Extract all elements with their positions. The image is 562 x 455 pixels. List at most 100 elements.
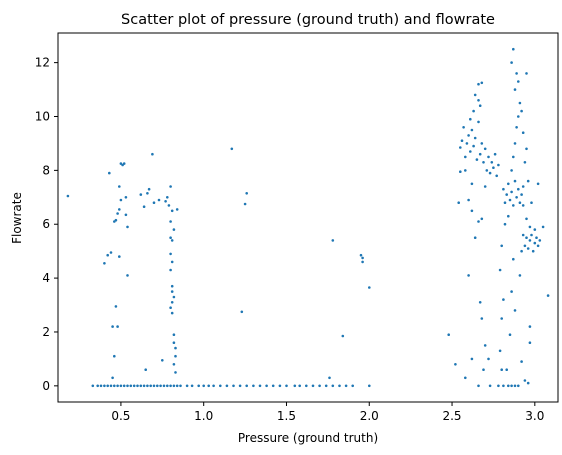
scatter-point bbox=[530, 201, 533, 204]
y-tick-label: 4 bbox=[42, 271, 50, 285]
scatter-point bbox=[497, 163, 500, 167]
scatter-point bbox=[278, 384, 282, 388]
scatter-point bbox=[487, 357, 490, 361]
scatter-point bbox=[240, 310, 244, 314]
scatter-point bbox=[162, 384, 166, 388]
scatter-point bbox=[525, 217, 528, 221]
scatter-point bbox=[460, 139, 464, 142]
x-tick-label: 2.0 bbox=[360, 409, 379, 423]
scatter-point bbox=[512, 47, 515, 51]
scatter-point bbox=[172, 228, 176, 231]
scatter-point bbox=[318, 384, 321, 388]
scatter-point bbox=[179, 384, 182, 388]
scatter-point bbox=[116, 325, 119, 328]
scatter-point bbox=[114, 218, 118, 222]
scatter-point bbox=[161, 359, 164, 362]
scatter-point bbox=[520, 360, 523, 363]
scatter-point bbox=[488, 384, 492, 388]
scatter-point bbox=[521, 131, 525, 134]
x-tick-label: 1.0 bbox=[194, 409, 213, 423]
plot-area: 0.5 1.0 1.5 2.0 2.5 3.0 0 2 4 6 8 10 12 bbox=[35, 47, 550, 423]
scatter-point bbox=[493, 152, 497, 156]
scatter-point bbox=[331, 384, 335, 388]
scatter-point bbox=[113, 384, 116, 388]
scatter-point bbox=[172, 384, 176, 388]
scatter-point bbox=[512, 155, 515, 159]
scatter-point bbox=[243, 202, 247, 206]
scatter-point bbox=[500, 244, 504, 248]
scatter-point bbox=[126, 384, 129, 388]
scatter-point bbox=[447, 333, 451, 337]
scatter-point bbox=[351, 384, 355, 388]
scatter-point bbox=[167, 204, 171, 207]
scatter-point bbox=[139, 384, 143, 388]
scatter-point bbox=[164, 200, 167, 203]
y-tick-label: 0 bbox=[42, 379, 50, 393]
scatter-point bbox=[477, 99, 480, 102]
scatter-point bbox=[500, 368, 504, 372]
scatter-point bbox=[106, 384, 109, 388]
scatter-point bbox=[483, 185, 487, 188]
scatter-point bbox=[525, 236, 528, 239]
scatter-point bbox=[103, 384, 106, 388]
y-tick-label: 6 bbox=[42, 217, 50, 231]
scatter-point bbox=[465, 142, 469, 145]
scatter-point bbox=[142, 205, 146, 208]
scatter-point bbox=[523, 161, 527, 164]
scatter-point bbox=[169, 236, 172, 239]
scatter-point bbox=[146, 384, 149, 388]
scatter-point bbox=[96, 384, 99, 388]
scatter-point bbox=[525, 147, 528, 151]
chart-title: Scatter plot of pressure (ground truth) … bbox=[121, 12, 495, 28]
scatter-point bbox=[232, 384, 235, 388]
scatter-point bbox=[482, 368, 485, 372]
scatter-point bbox=[341, 334, 345, 338]
scatter-point bbox=[488, 171, 492, 175]
scatter-point bbox=[526, 247, 530, 250]
scatter-point bbox=[361, 260, 364, 264]
scatter-point bbox=[298, 384, 302, 388]
scatter-point bbox=[66, 194, 70, 198]
y-tick-label: 12 bbox=[35, 56, 50, 70]
scatter-point bbox=[116, 384, 119, 388]
scatter-point bbox=[285, 384, 288, 388]
x-tick-label: 3.0 bbox=[525, 409, 544, 423]
scatter-point bbox=[368, 384, 371, 388]
scatter-point bbox=[126, 225, 129, 229]
scatter-point bbox=[174, 371, 177, 374]
scatter-point bbox=[469, 150, 472, 153]
scatter-point bbox=[142, 384, 146, 388]
scatter-point bbox=[265, 384, 268, 388]
scatter-point bbox=[118, 255, 121, 258]
scatter-point bbox=[520, 193, 523, 196]
scatter-point bbox=[361, 256, 364, 260]
scatter-point bbox=[538, 239, 542, 242]
scatter-point bbox=[521, 185, 525, 188]
scatter-point bbox=[517, 187, 520, 191]
scatter-point bbox=[502, 298, 505, 301]
scatter-point bbox=[513, 384, 517, 388]
scatter-point bbox=[170, 311, 174, 315]
scatter-point bbox=[464, 155, 467, 159]
scatter-point bbox=[109, 251, 113, 254]
scatter-point bbox=[119, 384, 123, 388]
scatter-point bbox=[122, 162, 126, 165]
plot-frame bbox=[57, 32, 559, 403]
scatter-point bbox=[473, 93, 477, 97]
x-tick-label: 2.5 bbox=[442, 409, 461, 423]
scatter-point bbox=[122, 384, 126, 388]
scatter-point bbox=[172, 295, 176, 299]
scatter-point bbox=[462, 126, 465, 129]
y-tick-label: 8 bbox=[42, 163, 50, 177]
scatter-point bbox=[175, 208, 179, 211]
scatter-point bbox=[207, 384, 210, 388]
scatter-point bbox=[498, 268, 502, 272]
scatter-point bbox=[498, 349, 502, 353]
scatter-point bbox=[513, 88, 517, 91]
scatter-point bbox=[523, 244, 527, 248]
scatter-point bbox=[510, 169, 513, 172]
scatter-point bbox=[118, 208, 121, 211]
scatter-point bbox=[144, 368, 147, 372]
